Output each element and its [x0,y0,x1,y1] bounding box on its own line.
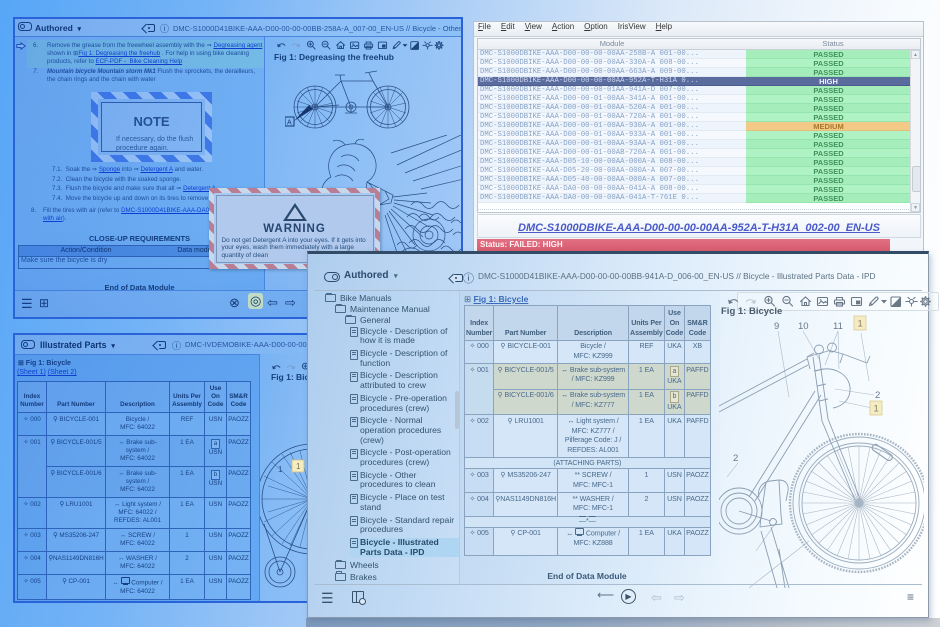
svg-text:1: 1 [874,404,879,415]
svg-text:1: 1 [296,462,301,471]
svg-text:10: 10 [798,321,809,332]
svg-text:11: 11 [833,321,843,332]
svg-text:1: 1 [858,319,863,330]
svg-text:9: 9 [774,321,779,332]
svg-text:1: 1 [278,465,283,474]
svg-text:2: 2 [733,453,738,464]
svg-text:A: A [287,120,292,127]
svg-text:2: 2 [875,390,880,401]
